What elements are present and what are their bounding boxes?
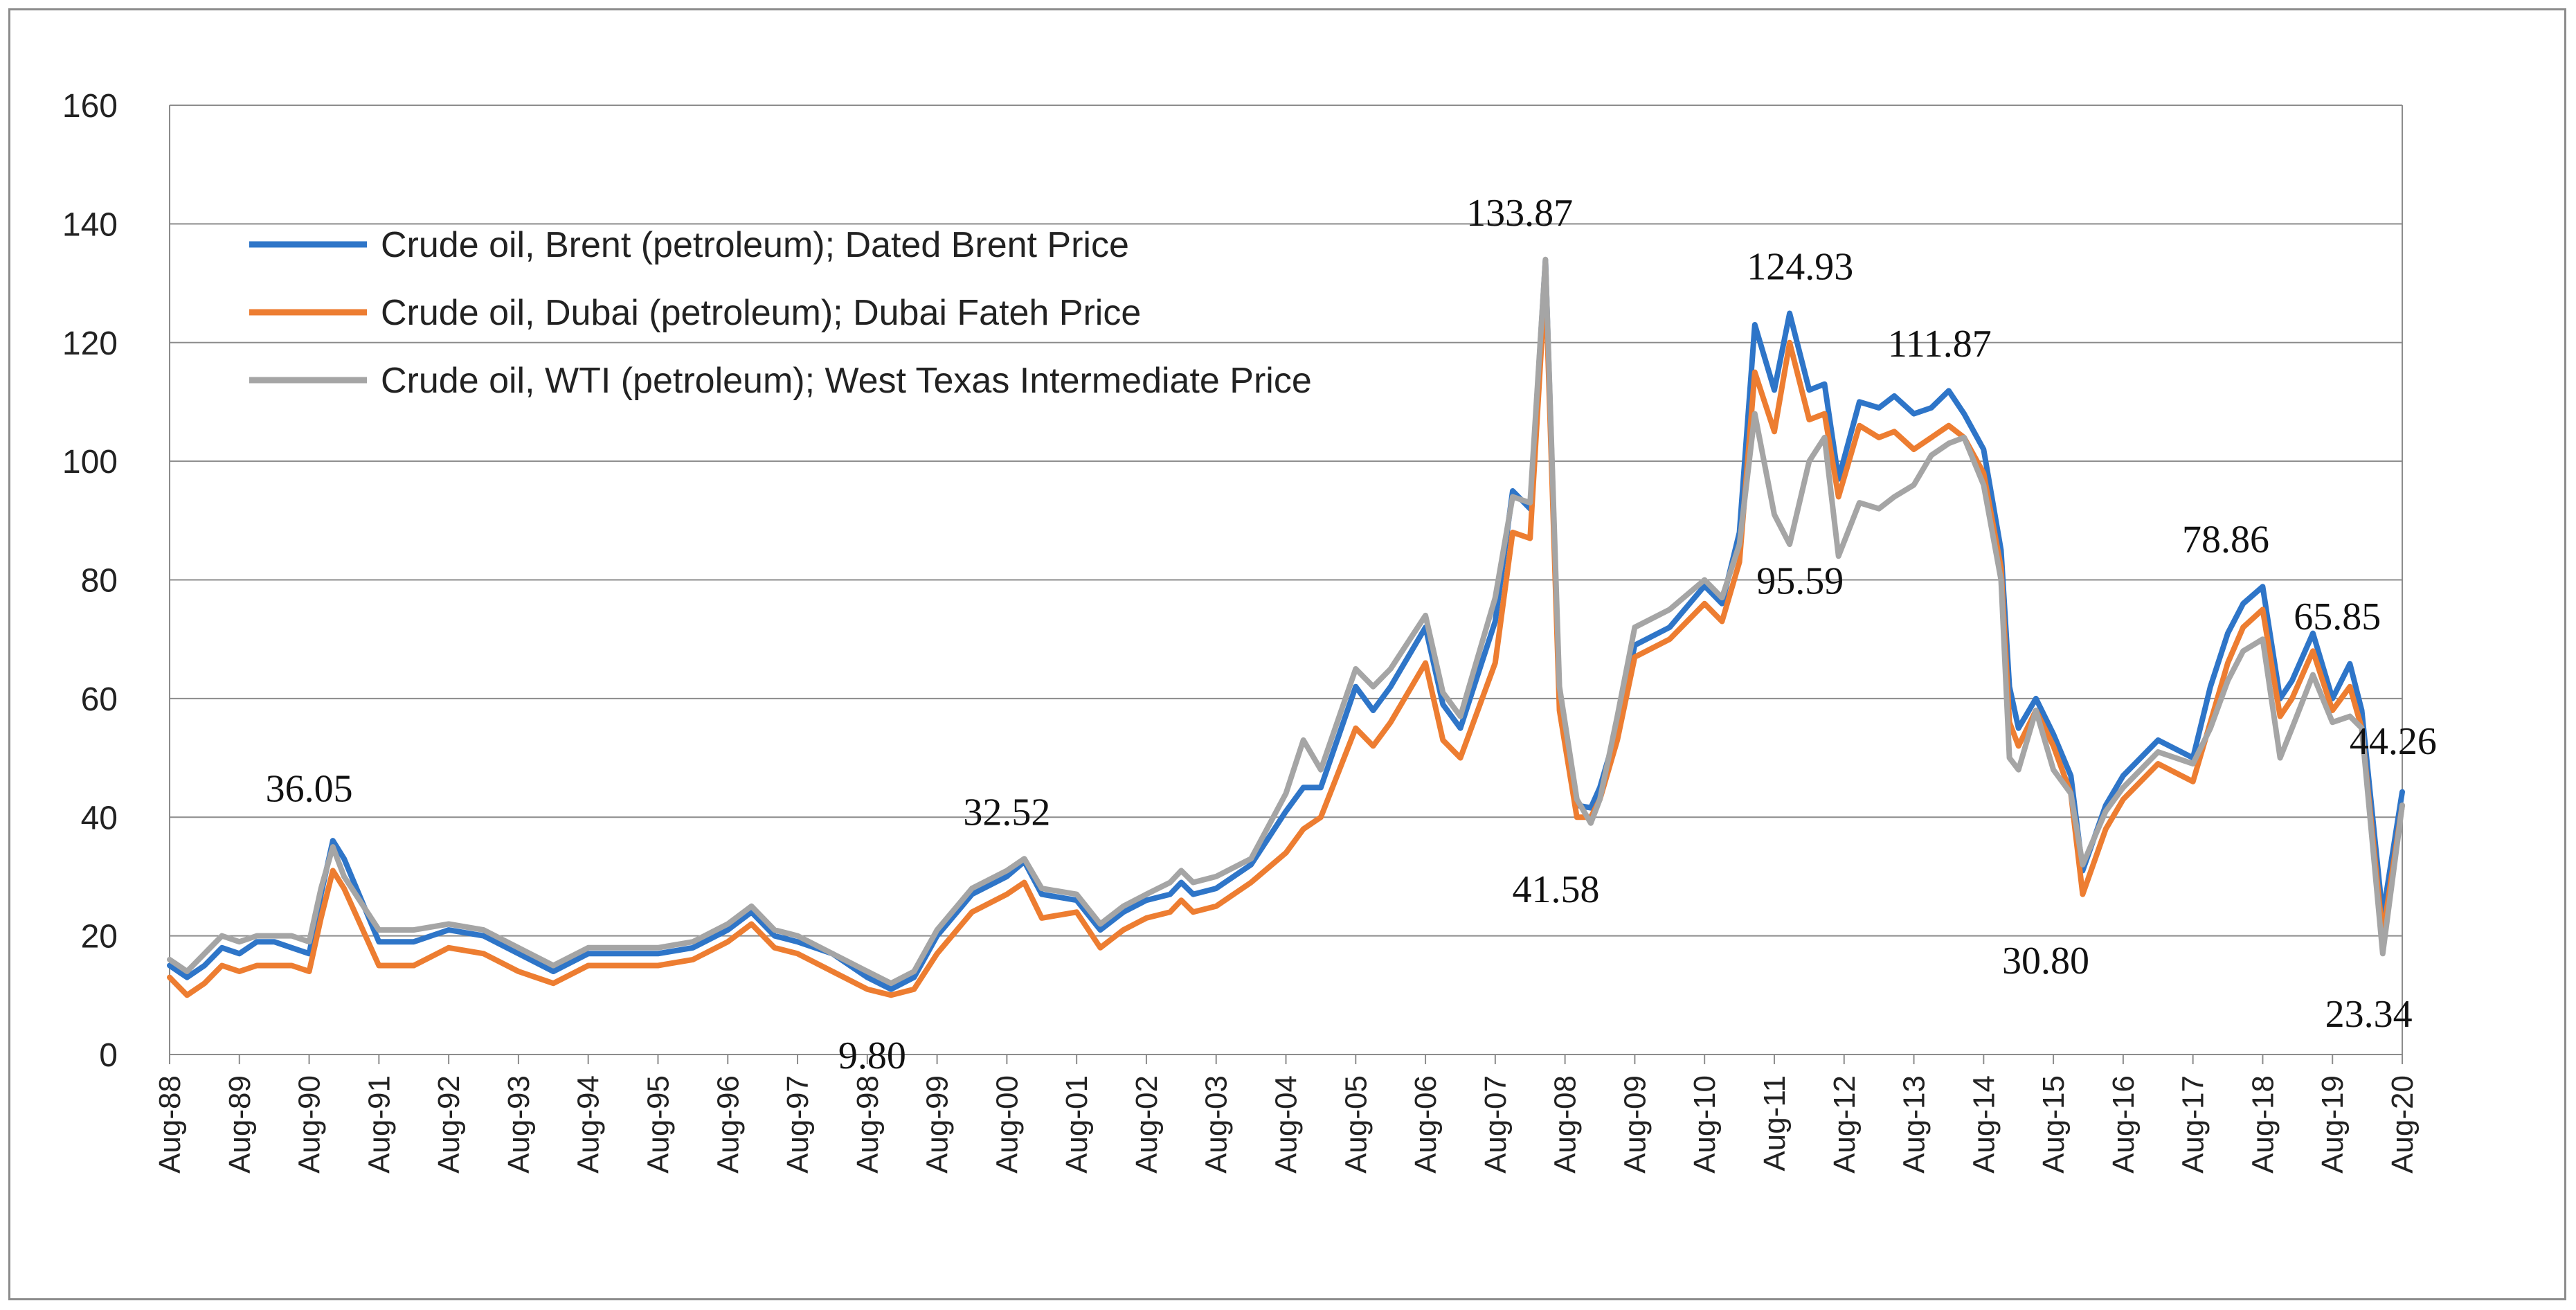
data-label: 23.34 (2325, 993, 2413, 1036)
legend-label-brent: Crude oil, Brent (petroleum); Dated Bren… (381, 225, 1129, 265)
x-tick-label: Aug-96 (711, 1075, 745, 1174)
x-tick-label: Aug-94 (572, 1075, 606, 1174)
gridlines (169, 105, 2403, 1055)
x-tick-label: Aug-95 (641, 1075, 675, 1174)
y-tick-label: 20 (81, 919, 118, 955)
y-tick-label: 140 (62, 206, 118, 243)
x-tick-label: Aug-12 (1828, 1075, 1862, 1174)
legend-label-wti: Crude oil, WTI (petroleum); West Texas I… (381, 361, 1312, 401)
x-tick-label: Aug-01 (1060, 1075, 1094, 1174)
x-tick-label: Aug-11 (1758, 1075, 1792, 1172)
data-label: 124.93 (1747, 245, 1853, 288)
y-tick-label: 100 (62, 444, 118, 481)
y-tick-label: 0 (99, 1037, 118, 1074)
legend-entry-wti: Crude oil, WTI (petroleum); West Texas I… (249, 361, 1312, 401)
data-label: 111.87 (1888, 323, 1992, 366)
chart-frame: 0 20 40 60 80 100 120 140 160 Aug-88 Aug-89 Aug-90… (8, 8, 2566, 1300)
x-tick-label: Aug-99 (921, 1075, 955, 1174)
y-tick-label: 80 (81, 563, 118, 600)
y-tick-label: 160 (62, 88, 118, 125)
x-tick-label: Aug-05 (1339, 1075, 1373, 1174)
x-tick-label: Aug-97 (781, 1075, 815, 1174)
x-tick-label: Aug-02 (1130, 1075, 1164, 1174)
y-tick-label: 120 (62, 325, 118, 362)
x-tick-label: Aug-07 (1479, 1075, 1513, 1174)
series-lines (167, 256, 2405, 998)
legend: Crude oil, Brent (petroleum); Dated Bren… (249, 225, 1312, 401)
x-tick-label: Aug-14 (1967, 1075, 2001, 1174)
x-tick-label: Aug-00 (990, 1075, 1024, 1174)
data-label: 78.86 (2182, 519, 2269, 562)
x-tick-label: Aug-06 (1409, 1075, 1443, 1174)
data-label: 41.58 (1513, 868, 1600, 911)
x-tick-label: Aug-20 (2386, 1075, 2420, 1174)
data-label: 65.85 (2294, 595, 2381, 638)
x-tick-label: Aug-93 (502, 1075, 536, 1174)
y-tick-label: 40 (81, 800, 118, 836)
y-tick-label: 60 (81, 681, 118, 718)
data-label: 133.87 (1466, 192, 1573, 235)
data-label: 44.26 (2350, 720, 2437, 763)
x-tick-label: Aug-09 (1618, 1075, 1652, 1174)
data-label: 32.52 (963, 791, 1050, 834)
x-tick-label: Aug-04 (1270, 1075, 1304, 1174)
legend-label-dubai: Crude oil, Dubai (petroleum); Dubai Fate… (381, 293, 1141, 333)
data-label: 36.05 (266, 767, 353, 810)
x-tick-label: Aug-18 (2246, 1075, 2280, 1174)
x-tick-label: Aug-91 (362, 1075, 396, 1174)
x-tick-label: Aug-19 (2316, 1075, 2350, 1174)
line-chart: 0 20 40 60 80 100 120 140 160 Aug-88 Aug-89 Aug-90… (62, 88, 2437, 1174)
y-axis-ticks: 0 20 40 60 80 100 120 140 160 (62, 88, 118, 1074)
data-label: 95.59 (1756, 560, 1844, 603)
x-tick-label: Aug-89 (223, 1075, 257, 1174)
x-tick-label: Aug-98 (851, 1075, 885, 1174)
x-tick-label: Aug-15 (2037, 1075, 2071, 1174)
x-tick-label: Aug-17 (2177, 1075, 2210, 1174)
x-tick-label: Aug-08 (1549, 1075, 1583, 1174)
x-tick-label: Aug-16 (2107, 1075, 2141, 1174)
legend-entry-brent: Crude oil, Brent (petroleum); Dated Bren… (249, 225, 1129, 265)
x-tick-label: Aug-10 (1688, 1075, 1722, 1174)
annotations: 36.05 9.80 32.52 133.87 41.58 124.93 95.59 111.… (266, 192, 2437, 1077)
series-line-wti (167, 256, 2405, 987)
data-label: 9.80 (838, 1034, 906, 1077)
x-tick-label: Aug-88 (153, 1075, 187, 1174)
x-axis-ticks: Aug-88 Aug-89 Aug-90 Aug-91 Aug-92 Aug-93 Aug-… (153, 1055, 2420, 1174)
legend-entry-dubai: Crude oil, Dubai (petroleum); Dubai Fate… (249, 293, 1141, 333)
data-label: 30.80 (2002, 940, 2089, 982)
x-tick-label: Aug-90 (293, 1075, 327, 1174)
series-line-brent (167, 257, 2405, 992)
x-tick-label: Aug-13 (1898, 1075, 1931, 1174)
x-tick-label: Aug-92 (432, 1075, 466, 1174)
x-tick-label: Aug-03 (1200, 1075, 1234, 1174)
